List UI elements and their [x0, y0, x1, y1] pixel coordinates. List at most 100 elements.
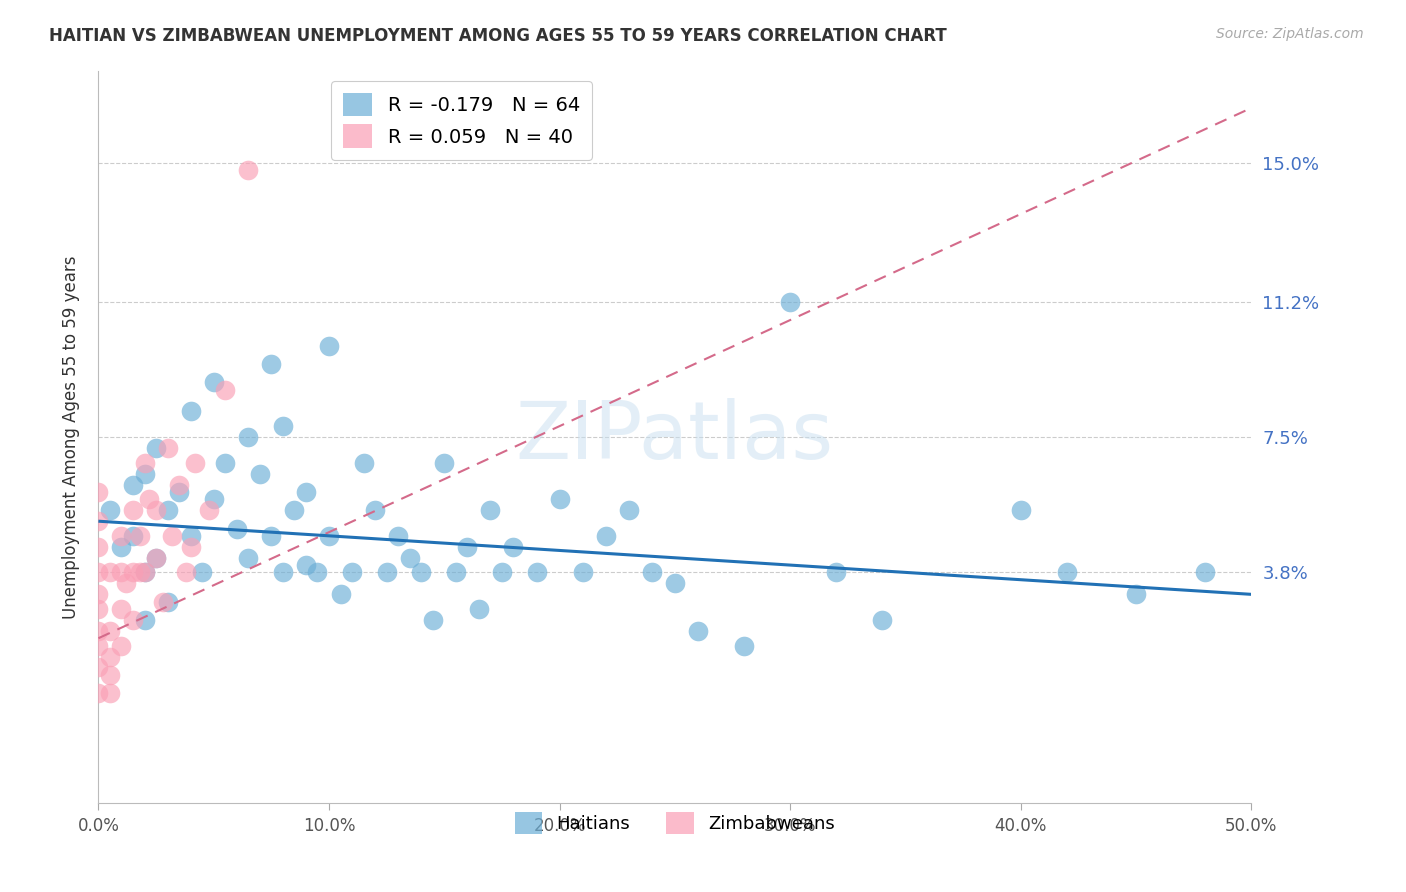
Point [1125, 587, 1147, 601]
Point [571, 566, 593, 580]
Text: ZIPatlas: ZIPatlas [516, 398, 834, 476]
Point [122, 566, 145, 580]
Point [98, 649, 121, 664]
Point [87, 514, 110, 528]
Point [129, 529, 152, 543]
Point [468, 602, 491, 616]
Point [134, 566, 156, 580]
Point [340, 566, 363, 580]
Point [87, 587, 110, 601]
Point [641, 566, 664, 580]
Point [156, 594, 179, 608]
Point [98, 686, 121, 700]
Point [238, 430, 260, 444]
Point [779, 294, 801, 309]
Point [98, 667, 121, 681]
Point [122, 529, 145, 543]
Point [733, 639, 755, 653]
Legend: Haitians, Zimbabweans: Haitians, Zimbabweans [508, 805, 842, 841]
Point [115, 576, 138, 591]
Point [110, 540, 132, 554]
Point [134, 456, 156, 470]
Point [364, 503, 387, 517]
Point [456, 540, 478, 554]
Point [1194, 566, 1216, 580]
Point [87, 624, 110, 638]
Point [398, 550, 420, 565]
Point [122, 477, 145, 491]
Point [87, 540, 110, 554]
Point [307, 566, 329, 580]
Point [191, 566, 214, 580]
Point [686, 624, 709, 638]
Point [202, 492, 225, 507]
Point [184, 456, 207, 470]
Point [271, 419, 294, 434]
Point [295, 558, 318, 573]
Point [138, 492, 160, 507]
Point [664, 576, 686, 591]
Point [134, 467, 156, 481]
Point [110, 566, 132, 580]
Point [145, 441, 167, 455]
Point [214, 456, 236, 470]
Point [375, 566, 398, 580]
Text: HAITIAN VS ZIMBABWEAN UNEMPLOYMENT AMONG AGES 55 TO 59 YEARS CORRELATION CHART: HAITIAN VS ZIMBABWEAN UNEMPLOYMENT AMONG… [49, 27, 948, 45]
Point [872, 613, 894, 627]
Point [180, 540, 202, 554]
Point [318, 338, 340, 352]
Point [152, 594, 174, 608]
Point [180, 529, 202, 543]
Point [1056, 566, 1078, 580]
Point [167, 477, 190, 491]
Y-axis label: Unemployment Among Ages 55 to 59 years: Unemployment Among Ages 55 to 59 years [62, 255, 80, 619]
Point [825, 566, 848, 580]
Point [134, 613, 156, 627]
Point [87, 660, 110, 674]
Point [110, 529, 132, 543]
Point [156, 441, 179, 455]
Point [129, 566, 152, 580]
Point [167, 485, 190, 500]
Point [110, 602, 132, 616]
Point [260, 529, 283, 543]
Point [387, 529, 409, 543]
Point [98, 503, 121, 517]
Point [1010, 503, 1032, 517]
Point [145, 550, 167, 565]
Point [122, 613, 145, 627]
Point [87, 639, 110, 653]
Point [225, 521, 247, 535]
Point [271, 566, 294, 580]
Point [87, 485, 110, 500]
Point [87, 602, 110, 616]
Point [318, 529, 340, 543]
Point [87, 686, 110, 700]
Point [180, 404, 202, 418]
Point [502, 540, 524, 554]
Point [202, 375, 225, 389]
Point [134, 566, 156, 580]
Point [214, 383, 236, 397]
Point [617, 503, 640, 517]
Point [160, 529, 183, 543]
Point [98, 566, 121, 580]
Point [249, 467, 271, 481]
Point [260, 357, 283, 371]
Point [479, 503, 502, 517]
Point [491, 566, 513, 580]
Point [110, 639, 132, 653]
Point [422, 613, 444, 627]
Point [238, 163, 260, 178]
Point [526, 566, 548, 580]
Point [87, 566, 110, 580]
Point [156, 503, 179, 517]
Point [595, 529, 617, 543]
Point [411, 566, 433, 580]
Point [174, 566, 197, 580]
Point [98, 624, 121, 638]
Point [548, 492, 571, 507]
Point [283, 503, 305, 517]
Point [444, 566, 467, 580]
Point [145, 550, 167, 565]
